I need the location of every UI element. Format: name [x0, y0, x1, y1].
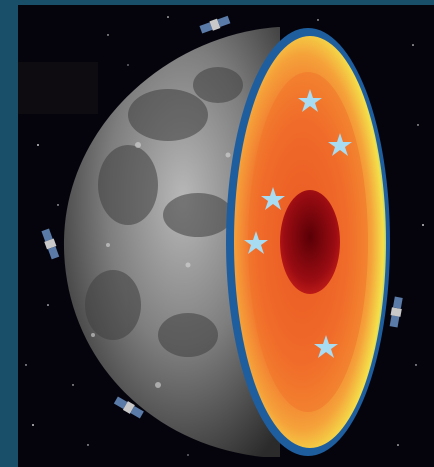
frame-left-border — [0, 0, 18, 467]
moon-surface — [63, 27, 280, 457]
satellite-icon — [41, 228, 60, 260]
star-icon — [244, 231, 268, 254]
star-icon — [261, 187, 285, 210]
star-icon — [328, 133, 352, 156]
satellite-icon — [389, 296, 403, 328]
moon-illustration — [25, 15, 424, 457]
starfield — [25, 16, 424, 456]
dark-overlay-block — [18, 62, 98, 114]
satellite-icon — [113, 396, 144, 419]
space-scene — [18, 5, 434, 467]
interior-core — [280, 190, 340, 294]
moon-craters — [91, 142, 231, 388]
satellite-icon — [199, 15, 231, 34]
star-markers — [244, 89, 352, 358]
frame-top-border — [0, 0, 434, 5]
star-icon — [314, 335, 338, 358]
star-icon — [298, 89, 322, 112]
moon-maria — [85, 67, 243, 357]
